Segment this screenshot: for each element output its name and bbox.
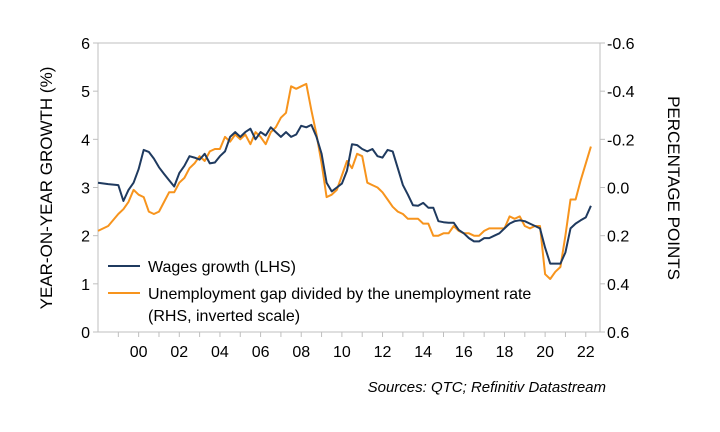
source-note: Sources: QTC; Refinitiv Datastream bbox=[368, 379, 606, 396]
right-tick-label: -0.2 bbox=[607, 132, 635, 149]
series-line-wages bbox=[97, 123, 592, 265]
x-axis-ticks: 00 02 04 06 08 10 12 14 16 18 20 22 bbox=[117, 332, 595, 361]
x-tick-label: 08 bbox=[292, 344, 310, 361]
x-tick-label: 06 bbox=[252, 344, 270, 361]
left-tick-label: 5 bbox=[81, 84, 90, 101]
series-line-unemployment-gap bbox=[97, 82, 592, 280]
y-right-axis-title: PERCENTAGE POINTS bbox=[664, 96, 683, 280]
x-tick-label: 20 bbox=[536, 344, 554, 361]
x-tick-label: 12 bbox=[374, 344, 392, 361]
left-tick-label: 4 bbox=[81, 132, 90, 149]
left-tick-label: 2 bbox=[81, 229, 90, 246]
legend-label-wages: Wages growth (LHS) bbox=[148, 259, 296, 276]
legend: Wages growth (LHS) Unemployment gap divi… bbox=[108, 259, 531, 325]
right-tick-label: 0.4 bbox=[607, 277, 629, 294]
right-tick-label: -0.6 bbox=[607, 36, 635, 53]
left-tick-label: 0 bbox=[81, 325, 90, 342]
left-tick-label: 6 bbox=[81, 36, 90, 53]
right-axis-ticks: -0.6 -0.4 -0.2 0.0 0.2 0.4 0.6 bbox=[600, 36, 635, 342]
left-axis-ticks: 0 1 2 3 4 5 6 bbox=[81, 36, 98, 342]
x-tick-label: 22 bbox=[577, 344, 595, 361]
x-tick-label: 18 bbox=[496, 344, 514, 361]
x-tick-label: 16 bbox=[455, 344, 473, 361]
right-tick-label: 0.6 bbox=[607, 325, 629, 342]
x-tick-label: 10 bbox=[333, 344, 351, 361]
x-tick-label: 14 bbox=[414, 344, 432, 361]
y-left-axis-title: YEAR-ON-YEAR GROWTH (%) bbox=[37, 67, 56, 310]
x-tick-label: 00 bbox=[130, 344, 148, 361]
left-tick-label: 3 bbox=[81, 181, 90, 198]
legend-label-line: Unemployment gap divided by the unemploy… bbox=[148, 286, 531, 303]
right-tick-label: 0.2 bbox=[607, 229, 629, 246]
x-tick-label: 02 bbox=[170, 344, 188, 361]
right-tick-label: -0.4 bbox=[607, 84, 635, 101]
right-tick-label: 0.0 bbox=[607, 181, 629, 198]
legend-label-unemployment-gap: Unemployment gap divided by the unemploy… bbox=[148, 286, 531, 325]
left-tick-label: 1 bbox=[81, 277, 90, 294]
legend-label-line: (RHS, inverted scale) bbox=[148, 308, 300, 325]
x-tick-label: 04 bbox=[211, 344, 229, 361]
series-layer bbox=[97, 82, 592, 280]
